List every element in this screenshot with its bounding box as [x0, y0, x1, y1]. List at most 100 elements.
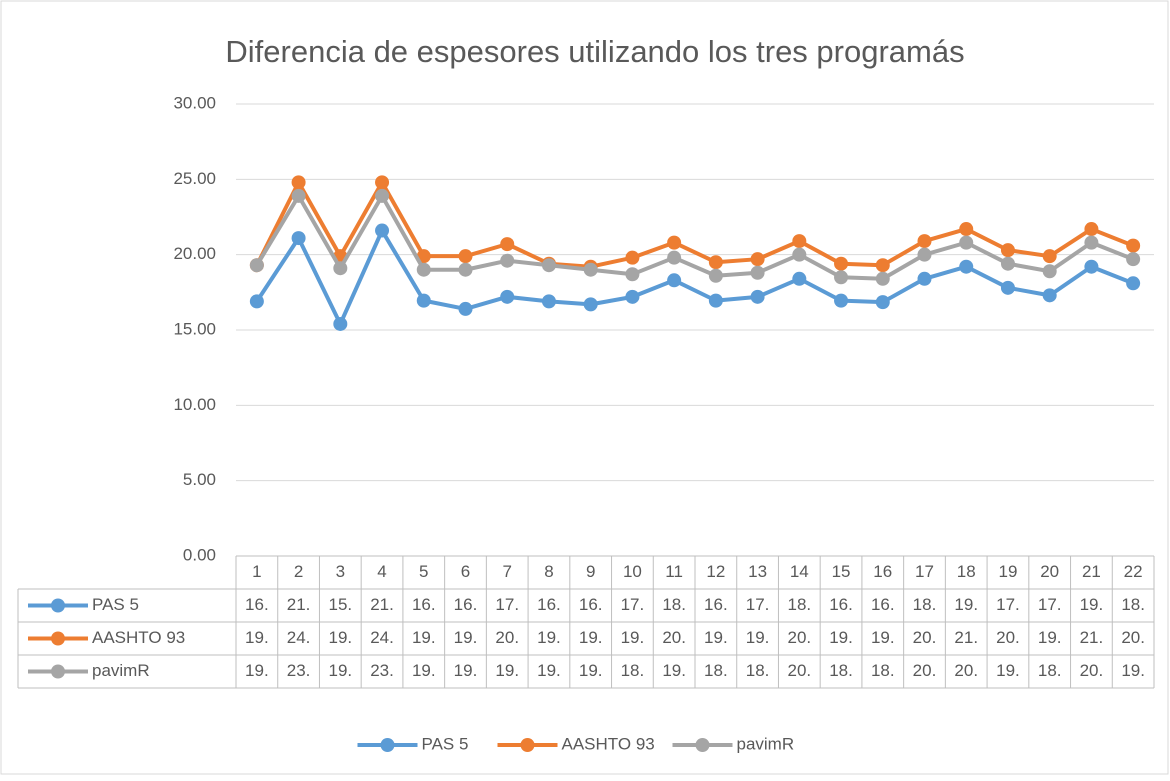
data-point — [458, 262, 473, 277]
table-value: 18. — [662, 595, 686, 614]
table-value: 19. — [1080, 595, 1104, 614]
table-value: 16. — [829, 595, 853, 614]
data-point — [834, 256, 849, 271]
table-value: 15. — [328, 595, 352, 614]
x-tick-label: 17 — [915, 562, 934, 581]
data-point — [500, 237, 515, 252]
series-line — [255, 228, 1134, 326]
data-point — [416, 293, 431, 308]
y-tick-label: 0.00 — [183, 545, 216, 564]
x-tick-label: 7 — [502, 562, 511, 581]
legend-key-marker — [380, 738, 395, 752]
data-point — [875, 258, 890, 273]
data-point — [291, 231, 306, 246]
data-point — [834, 293, 849, 308]
x-tick-label: 18 — [957, 562, 976, 581]
table-value: 18. — [621, 661, 645, 680]
legend-key-marker — [51, 598, 65, 613]
table-value: 16. — [537, 595, 561, 614]
data-point — [249, 294, 264, 309]
data-point — [500, 253, 515, 268]
x-tick-label: 20 — [1040, 562, 1059, 581]
data-point — [458, 301, 473, 316]
legend-key-marker — [51, 631, 65, 646]
data-point — [541, 258, 556, 273]
data-point — [249, 258, 264, 273]
table-value: 20. — [996, 628, 1020, 647]
table-value: 19. — [245, 661, 269, 680]
table-value: 20. — [787, 628, 811, 647]
table-value: 19. — [537, 628, 561, 647]
table-value: 20. — [913, 661, 937, 680]
table-value: 19. — [621, 628, 645, 647]
data-point — [1042, 249, 1057, 264]
data-point — [1000, 256, 1015, 271]
table-value: 16. — [871, 595, 895, 614]
table-value: 21. — [1080, 628, 1104, 647]
data-point — [541, 294, 556, 309]
series-line — [255, 193, 1134, 281]
table-series-name: pavimR — [92, 661, 150, 680]
table-value: 23. — [287, 661, 311, 680]
x-tick-label: 13 — [748, 562, 767, 581]
table-value: 16. — [412, 595, 436, 614]
data-point — [834, 270, 849, 285]
table-value: 20. — [913, 628, 937, 647]
x-tick-label: 10 — [623, 562, 642, 581]
data-point — [750, 252, 765, 267]
data-point — [750, 289, 765, 304]
legend-key-marker — [695, 738, 710, 752]
table-value: 21. — [370, 595, 394, 614]
table-series-name: AASHTO 93 — [92, 628, 185, 647]
data-point — [583, 297, 598, 312]
table-value: 16. — [245, 595, 269, 614]
table-value: 19. — [662, 661, 686, 680]
table-value: 20. — [1121, 628, 1145, 647]
data-point — [625, 250, 640, 265]
x-tick-label: 14 — [790, 562, 809, 581]
data-point — [875, 295, 890, 310]
table-value: 21. — [954, 628, 978, 647]
table-value: 20. — [662, 628, 686, 647]
x-tick-label: 2 — [294, 562, 303, 581]
chart-title: Diferencia de espesores utilizando los t… — [225, 34, 964, 69]
table-value: 17. — [996, 595, 1020, 614]
table-value: 17. — [621, 595, 645, 614]
data-point — [375, 223, 390, 238]
data-point — [750, 265, 765, 280]
table-value: 19. — [996, 661, 1020, 680]
y-tick-label: 20.00 — [173, 244, 216, 263]
y-tick-label: 25.00 — [173, 169, 216, 188]
table-value: 19. — [871, 628, 895, 647]
table-value: 19. — [454, 628, 478, 647]
data-point — [708, 293, 723, 308]
table-value: 19. — [412, 661, 436, 680]
x-tick-label: 3 — [336, 562, 345, 581]
table-value: 19. — [746, 628, 770, 647]
table-value: 19. — [954, 595, 978, 614]
table-value: 18. — [913, 595, 937, 614]
table-series-name: PAS 5 — [92, 595, 139, 614]
x-tick-label: 8 — [544, 562, 553, 581]
table-value: 19. — [328, 661, 352, 680]
table-value: 19. — [454, 661, 478, 680]
data-point — [708, 268, 723, 283]
table-value: 18. — [1038, 661, 1062, 680]
series-line — [255, 180, 1134, 269]
data-point — [667, 250, 682, 265]
data-point — [1126, 238, 1141, 253]
data-point — [792, 247, 807, 262]
data-point — [959, 235, 974, 250]
table-value: 18. — [746, 661, 770, 680]
x-tick-label: 9 — [586, 562, 595, 581]
x-tick-label: 15 — [832, 562, 851, 581]
x-tick-label: 19 — [998, 562, 1017, 581]
x-tick-label: 21 — [1082, 562, 1101, 581]
data-point — [917, 247, 932, 262]
legend-key-marker — [51, 664, 65, 679]
table-value: 20. — [1080, 661, 1104, 680]
data-point — [291, 188, 306, 203]
data-point — [1084, 222, 1099, 237]
